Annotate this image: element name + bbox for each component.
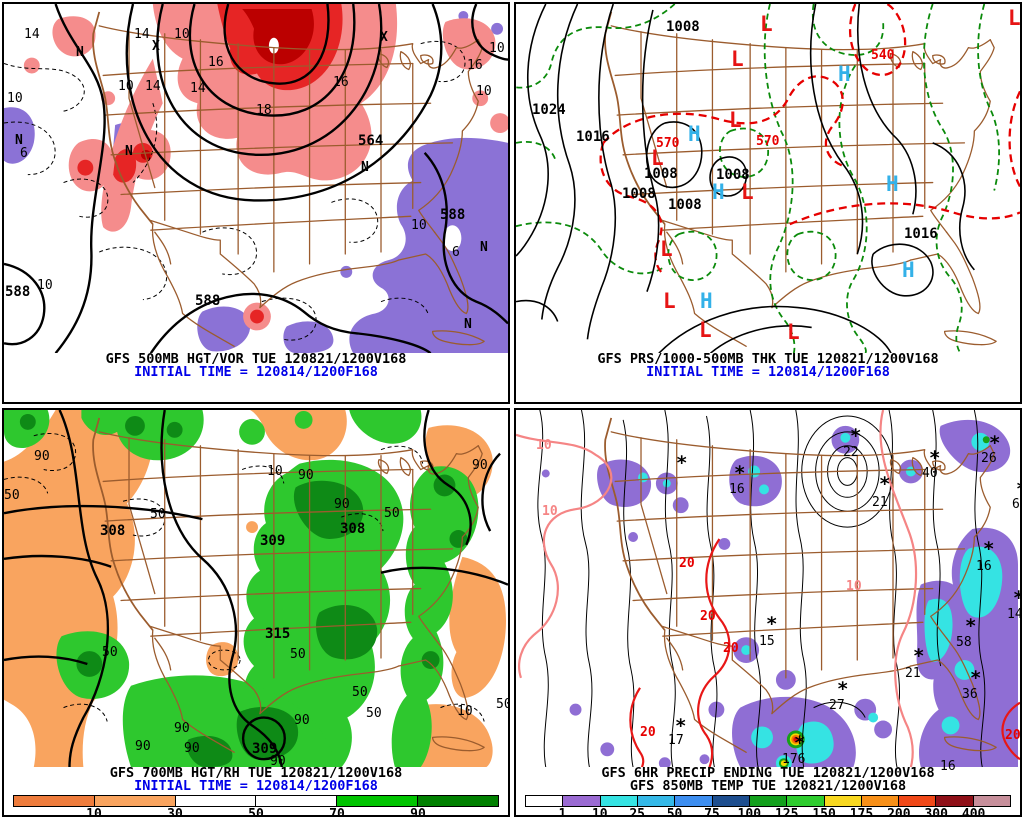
colorbar-segment [255,796,337,807]
colorbar-segment [972,796,1011,807]
colorbar-tick: 125 [774,807,799,817]
panel-500mb-hgt-vor: 14 N 14 10 16 X 10 14 14 16 X 18 564 10 16 10 10 N 6 N 588 10… [2,2,510,404]
colorbar-rh [13,795,499,808]
colorbar-tick: 1 [558,807,567,817]
colorbar-segment [174,796,256,807]
caption-precip: GFS 6HR PRECIP ENDING TUE 120821/1200V16… [601,765,935,782]
colorbar-segment [93,796,175,807]
colorbar-tick: 400 [961,807,986,817]
caption-700mb-init: INITIAL TIME = 120814/1200F168 [134,778,378,795]
colorbar-tick: 175 [849,807,874,817]
colorbar-tick: 90 [410,807,426,817]
colorbar-segment [636,796,675,807]
caption-thickness: GFS PRS/1000-500MB THK TUE 120821/1200V1… [597,351,939,368]
temp-isotherms [516,410,1020,768]
colorbar-segment [823,796,861,807]
colorbar-precip-ticks: 1 10 25 50 75 100 125 150 175 200 300 400 [525,807,1011,817]
colorbar-segment [898,796,936,807]
colorbar-tick: 70 [329,807,345,817]
map-prs-thickness: 1008 1024 1016 570 570 540 1008 1008 1008 1008 101… [516,4,1020,354]
map-500mb-hgt-vor: 14 N 14 10 16 X 10 14 14 16 X 18 564 10 16 10 10 N 6 N 588 10… [4,4,508,354]
colorbar-segment [711,796,749,807]
height-contours-700 [4,410,508,768]
colorbar-segment [786,796,824,807]
colorbar-tick: 50 [666,807,683,817]
colorbar-tick: 75 [704,807,720,817]
colorbar-segment [599,796,637,807]
colorbar-segment [748,796,787,807]
colorbar-tick: 25 [629,807,645,817]
caption-500mb: GFS 500MB HGT/VOR TUE 120821/1200V168 [105,351,407,368]
caption-850temp: GFS 850MB TEMP TUE 120821/1200V168 [629,778,907,795]
colorbar-tick: 300 [924,807,948,817]
colorbar-tick: 200 [887,807,911,817]
mslp-contours [516,4,975,354]
colorbar-rh-ticks: 10 30 50 70 90 [13,807,499,817]
colorbar-segment [417,796,498,807]
colorbar-segment [935,796,973,807]
colorbar-segment [860,796,899,807]
rh-fill-layer [4,410,507,768]
colorbar-precip [525,795,1011,808]
panel-prs-thickness: 1008 1024 1016 570 570 540 1008 1008 1008 1008 101… [514,2,1022,404]
colorbar-segment [674,796,712,807]
colorbar-segment [562,796,600,807]
panel-precip-850temp: **16*22*21*40*26*6*16*58*36*21*14*15*17*… [514,408,1022,817]
caption-thickness-init: INITIAL TIME = 120814/1200F168 [646,364,890,381]
colorbar-segment [14,796,94,807]
colorbar-tick: 10 [86,807,102,817]
colorbar-tick: 150 [812,807,836,817]
map-700mb-hgt-rh: 90 10 50 90 90 90 50 50 308 308 309 315 50 50 50 50 90 90… [4,410,508,768]
colorbar-tick: 100 [737,807,762,817]
height-contours [4,4,508,354]
caption-500mb-init: INITIAL TIME = 120814/1200F168 [134,364,378,381]
colorbar-segment [526,796,563,807]
map-precip-850temp: **16*22*21*40*26*6*16*58*36*21*14*15*17*… [516,410,1020,773]
colorbar-tick: 50 [248,807,264,817]
thickness-green-contours [516,4,1000,354]
colorbar-tick: 30 [167,807,183,817]
colorbar-tick: 10 [591,807,608,817]
caption-700mb: GFS 700MB HGT/RH TUE 120821/1200V168 [109,765,403,782]
panel-700mb-hgt-rh: 90 10 50 90 90 90 50 50 308 308 309 315 50 50 50 50 90 90… [2,408,510,817]
colorbar-segment [336,796,418,807]
